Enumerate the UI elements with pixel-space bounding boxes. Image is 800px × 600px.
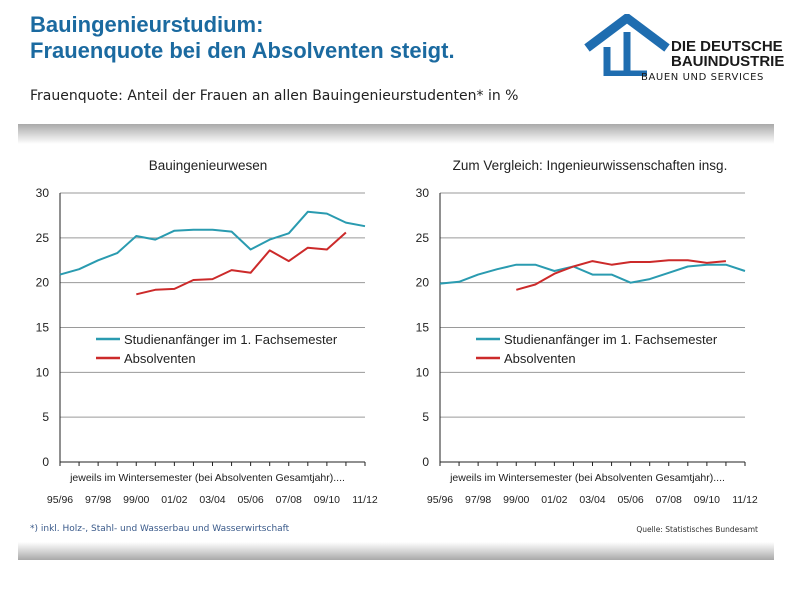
y-tick-label: 5: [422, 410, 429, 424]
y-tick-label: 20: [36, 276, 50, 290]
series-line-studienanfaenger: [59, 210, 366, 276]
y-tick-label: 5: [42, 410, 49, 424]
footnote: *) inkl. Holz-, Stahl- und Wasserbau und…: [30, 524, 290, 534]
y-tick-label: 10: [36, 365, 50, 379]
logo-text-line2: BAUINDUSTRIE: [671, 53, 785, 70]
page-title-line1: Bauingenieurstudium:: [30, 12, 264, 37]
x-tick-label: 11/12: [732, 494, 758, 506]
x-tick-label: 03/04: [199, 494, 225, 506]
page-title: Bauingenieurstudium: Frauenquote bei den…: [30, 12, 455, 64]
top-divider-band: [18, 124, 774, 144]
legend-label: Studienanfänger im 1. Fachsemester: [504, 332, 718, 347]
logo-text-line3: BAUEN UND SERVICES: [641, 72, 764, 83]
x-tick-label: 01/02: [161, 494, 187, 506]
legend-label: Absolventen: [124, 351, 196, 366]
y-tick-label: 15: [36, 321, 50, 335]
y-tick-label: 30: [416, 186, 430, 200]
page-title-line2: Frauenquote bei den Absolventen steigt.: [30, 38, 455, 63]
legend-label: Studienanfänger im 1. Fachsemester: [124, 332, 338, 347]
x-tick-label: 09/10: [314, 494, 340, 506]
x-tick-label: 07/08: [656, 494, 682, 506]
x-tick-label: 97/98: [85, 494, 111, 506]
x-tick-label: 95/96: [427, 494, 453, 506]
y-tick-label: 0: [422, 455, 429, 469]
x-tick-label: 95/96: [47, 494, 73, 506]
x-tick-label: 03/04: [579, 494, 605, 506]
x-tick-label: 07/08: [276, 494, 302, 506]
x-axis-label: jeweils im Wintersemester (bei Absolvent…: [449, 472, 725, 484]
series-line-absolventen: [136, 231, 347, 296]
y-tick-label: 30: [36, 186, 50, 200]
series-line-studienanfaenger: [439, 263, 746, 285]
y-tick-label: 20: [416, 276, 430, 290]
y-tick-label: 25: [416, 231, 430, 245]
x-tick-label: 97/98: [465, 494, 491, 506]
x-tick-label: 09/10: [694, 494, 720, 506]
house-logo-icon: [584, 14, 670, 76]
page-subtitle: Frauenquote: Anteil der Frauen an allen …: [30, 88, 519, 104]
x-tick-label: 05/06: [237, 494, 263, 506]
x-tick-label: 05/06: [617, 494, 643, 506]
chart-title: Zum Vergleich: Ingenieurwissenschaften i…: [453, 158, 728, 173]
x-tick-label: 11/12: [352, 494, 378, 506]
x-axis-label: jeweils im Wintersemester (bei Absolvent…: [69, 472, 345, 484]
x-tick-label: 01/02: [541, 494, 567, 506]
x-tick-label: 99/00: [503, 494, 529, 506]
series-line-absolventen: [516, 259, 726, 291]
company-logo: DIE DEUTSCHE BAUINDUSTRIE BAUEN UND SERV…: [583, 14, 785, 86]
logo-text-line1: DIE DEUTSCHE: [671, 38, 783, 55]
chart-title: Bauingenieurwesen: [149, 158, 268, 173]
bottom-divider-band: [18, 542, 774, 560]
x-tick-label: 99/00: [123, 494, 149, 506]
y-tick-label: 25: [36, 231, 50, 245]
y-tick-label: 0: [42, 455, 49, 469]
y-tick-label: 10: [416, 365, 430, 379]
y-tick-label: 15: [416, 321, 430, 335]
source-note: Quelle: Statistisches Bundesamt: [636, 525, 758, 534]
legend-label: Absolventen: [504, 351, 576, 366]
